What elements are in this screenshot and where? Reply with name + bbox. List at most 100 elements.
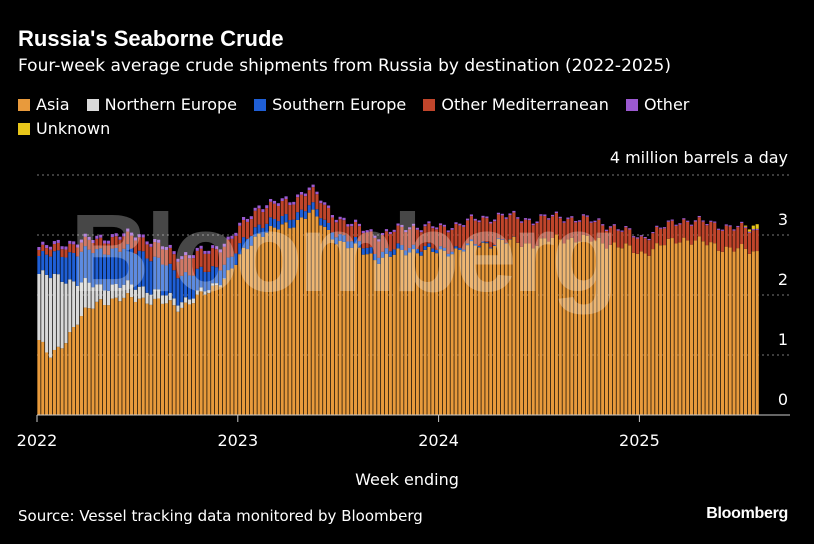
- bar-segment: [114, 233, 118, 237]
- bar-segment: [377, 241, 381, 258]
- bar-segment: [153, 242, 157, 257]
- bar-segment: [639, 251, 643, 415]
- bar-segment: [682, 219, 686, 238]
- bloomberg-logo: Bloomberg: [706, 505, 788, 522]
- bar-segment: [52, 241, 56, 245]
- bar-segment: [643, 253, 647, 415]
- bar-segment: [37, 247, 41, 250]
- bar-segment: [172, 305, 176, 415]
- bar-segment: [87, 308, 91, 415]
- bar-segment: [539, 214, 543, 216]
- bar-segment: [435, 249, 439, 254]
- bar-segment: [207, 293, 211, 415]
- bar-segment: [323, 204, 327, 220]
- bar-segment: [504, 243, 508, 415]
- bar-segment: [114, 248, 118, 285]
- legend-item-asia: Asia: [18, 93, 70, 117]
- y-tick-label: 1: [778, 330, 788, 349]
- bar-segment: [130, 297, 134, 415]
- bar-segment: [373, 253, 377, 261]
- bar-segment: [222, 246, 226, 265]
- bar-segment: [701, 221, 705, 242]
- bar-segment: [315, 191, 319, 195]
- bar-segment: [520, 222, 524, 247]
- bar-segment: [740, 244, 744, 415]
- bar-segment: [686, 220, 690, 222]
- bar-segment: [570, 237, 574, 415]
- bar-segment: [315, 216, 319, 415]
- bar-segment: [207, 290, 211, 294]
- bar-segment: [226, 239, 230, 258]
- bar-segment: [145, 241, 149, 245]
- bar-segment: [342, 241, 346, 415]
- legend-label: Asia: [36, 95, 70, 114]
- bar-segment: [307, 205, 311, 213]
- bar-segment: [299, 191, 304, 195]
- bar-segment: [427, 243, 431, 247]
- bar-segment: [485, 243, 489, 415]
- bar-segment: [249, 245, 253, 415]
- bar-segment: [137, 286, 141, 299]
- bar-segment: [473, 220, 477, 245]
- bar-segment: [500, 213, 504, 216]
- bar-segment: [207, 250, 211, 254]
- bar-segment: [570, 216, 574, 218]
- bar-segment: [620, 248, 624, 415]
- legend-item-northern-europe: Northern Europe: [86, 93, 237, 117]
- bar-segment: [45, 245, 49, 249]
- bar-segment: [381, 257, 385, 415]
- bar-segment: [45, 274, 49, 353]
- chart-subtitle: Four-week average crude shipments from R…: [18, 56, 671, 76]
- bar-segment: [674, 225, 678, 244]
- bar-segment: [411, 225, 416, 245]
- bar-segment: [41, 270, 45, 342]
- bar-segment: [369, 247, 373, 254]
- bar-segment: [245, 218, 250, 222]
- bar-segment: [531, 225, 535, 249]
- bar-segment: [527, 220, 531, 244]
- bar-segment: [323, 202, 327, 205]
- bar-segment: [384, 229, 389, 232]
- bar-segment: [647, 240, 651, 256]
- bar-segment: [566, 218, 570, 240]
- legend-item-unknown: Unknown: [18, 117, 110, 141]
- bar-segment: [342, 217, 346, 221]
- bar-segment: [628, 245, 632, 415]
- bar-segment: [535, 221, 539, 224]
- bar-segment: [701, 241, 705, 415]
- bar-segment: [628, 228, 632, 230]
- bar-segment: [102, 305, 107, 415]
- bar-segment: [95, 238, 99, 250]
- bar-segment: [404, 250, 408, 256]
- bar-segment: [520, 246, 524, 415]
- bar-segment: [423, 224, 427, 227]
- bar-segment: [477, 222, 481, 247]
- legend-label: Unknown: [36, 119, 111, 138]
- bar-segment: [122, 297, 126, 415]
- bar-segment: [41, 251, 45, 271]
- bar-segment: [226, 257, 230, 271]
- bar-segment: [253, 227, 257, 237]
- bar-segment: [141, 286, 145, 298]
- legend-swatch-southern-europe: [254, 99, 267, 111]
- bar-segment: [303, 218, 307, 415]
- bar-segment: [83, 278, 87, 308]
- bar-segment: [450, 254, 454, 415]
- bar-segment: [678, 224, 682, 243]
- bar-segment: [79, 239, 83, 243]
- bar-segment: [118, 301, 122, 415]
- bar-segment: [288, 220, 292, 229]
- bar-segment: [114, 236, 118, 249]
- bar-segment: [311, 209, 315, 415]
- bar-segment: [744, 248, 748, 415]
- bar-segment: [728, 247, 732, 415]
- bar-segment: [56, 346, 60, 415]
- bar-segment: [68, 332, 72, 415]
- bar-segment: [481, 215, 485, 218]
- bar-segment: [353, 236, 358, 244]
- bar-segment: [315, 209, 319, 217]
- bar-segment: [342, 235, 346, 242]
- bar-segment: [68, 240, 72, 244]
- bar-segment: [716, 228, 721, 230]
- bar-segment: [543, 214, 547, 216]
